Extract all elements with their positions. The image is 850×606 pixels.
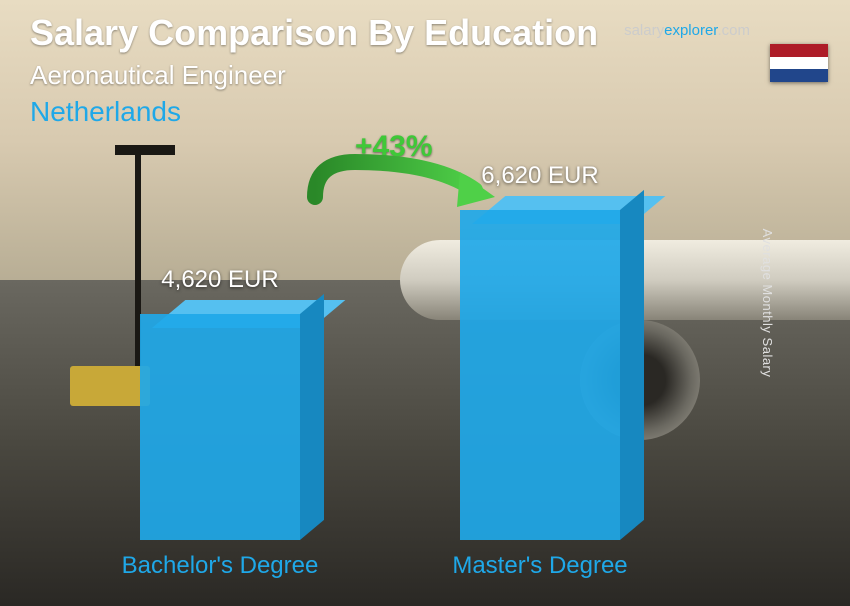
- bar-side-face: [300, 294, 324, 540]
- chart-title: Salary Comparison By Education: [30, 12, 598, 54]
- attribution-text: salaryexplorer.com: [624, 22, 750, 39]
- bar-group-1: 6,620 EURMaster's Degree: [440, 174, 640, 578]
- bar-front-face: [460, 210, 620, 540]
- chart-subtitle: Aeronautical Engineer: [30, 60, 286, 91]
- bar-front-face: [140, 314, 300, 540]
- bar-side-face: [620, 190, 644, 540]
- y-axis-label: Average Monthly Salary: [760, 229, 775, 378]
- bar-category-label: Bachelor's Degree: [120, 552, 320, 580]
- flag-netherlands: [770, 44, 828, 82]
- bar-3d: [140, 300, 300, 540]
- attribution-part-3: .com: [717, 22, 750, 39]
- flag-stripe-blue: [770, 69, 828, 82]
- attribution-part-1: salary: [624, 22, 664, 39]
- flag-stripe-white: [770, 57, 828, 70]
- attribution-part-2: explorer: [664, 22, 717, 39]
- flag-stripe-red: [770, 44, 828, 57]
- bar-group-0: 4,620 EURBachelor's Degree: [120, 278, 320, 578]
- bar-value-label: 4,620 EUR: [120, 266, 320, 294]
- delta-indicator: +43%: [295, 130, 515, 230]
- bar-category-label: Master's Degree: [440, 552, 640, 580]
- delta-arrow-icon: [285, 142, 515, 232]
- bar-3d: [460, 196, 620, 540]
- chart-country: Netherlands: [30, 96, 181, 128]
